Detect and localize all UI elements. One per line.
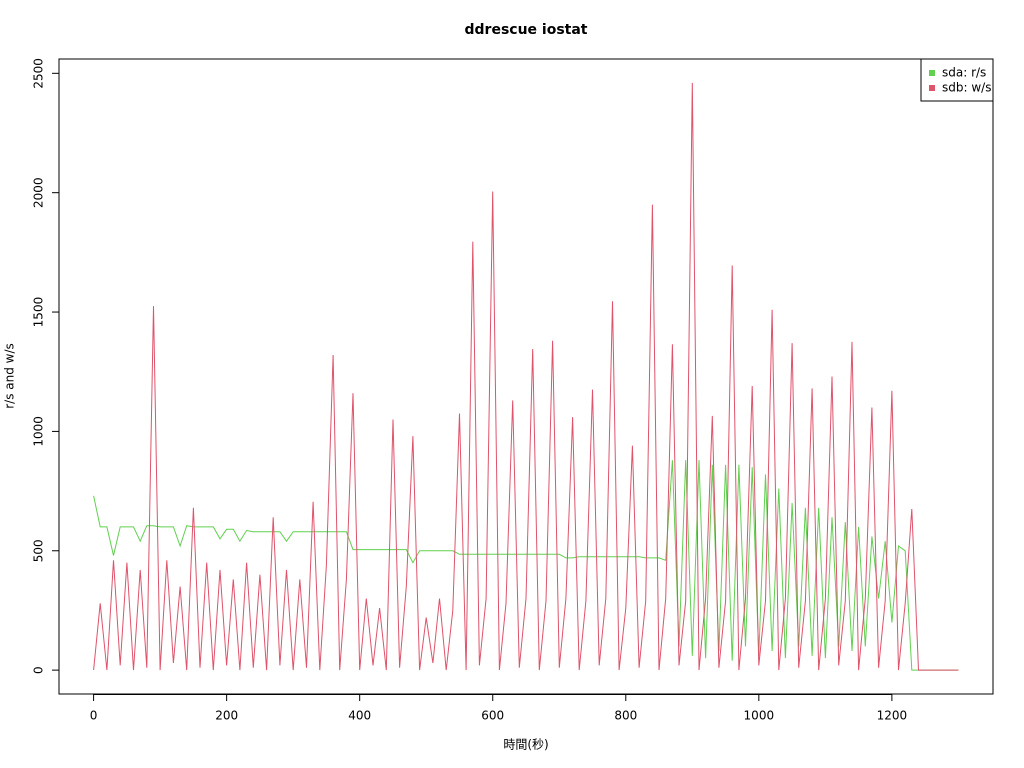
x-tick-label: 0 [90,709,98,723]
series-line [93,82,959,671]
x-tick-label: 600 [481,709,504,723]
legend-label: sda: r/s [942,66,986,80]
legend-swatch [929,70,935,76]
y-tick-label: 0 [32,666,46,674]
y-tick-label: 500 [32,539,46,562]
x-tick-label: 200 [215,709,238,723]
y-tick-label: 2500 [32,58,46,89]
legend-swatch [929,85,935,91]
y-axis-label: r/s and w/s [3,343,17,409]
x-tick-label: 800 [614,709,637,723]
series-line [93,460,959,671]
chart-title: ddrescue iostat [465,22,588,38]
x-axis-label: 時間(秒) [503,738,548,752]
x-tick-label: 400 [348,709,371,723]
x-tick-label: 1200 [877,709,908,723]
legend-box [920,58,994,102]
y-tick-label: 2000 [32,177,46,208]
legend-label: sdb: w/s [942,81,991,95]
y-tick-label: 1500 [32,297,46,328]
x-tick-label: 1000 [744,709,775,723]
y-tick-label: 1000 [32,416,46,447]
